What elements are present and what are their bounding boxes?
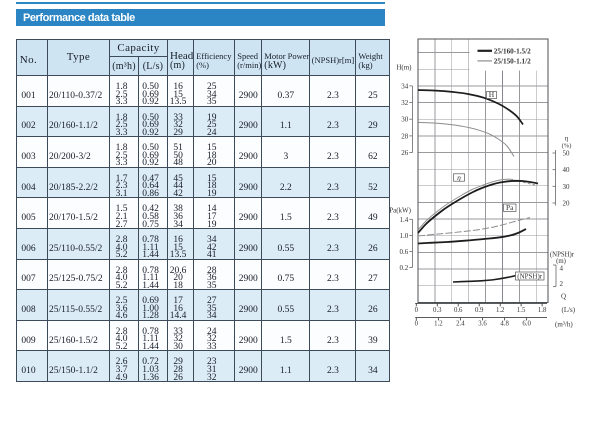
svg-text:32: 32 <box>401 99 409 107</box>
svg-text:3.6: 3.6 <box>478 321 487 328</box>
svg-text:H: H <box>489 90 495 99</box>
svg-text:2.4: 2.4 <box>456 321 465 328</box>
svg-text:(NPSH)r: (NPSH)r <box>517 272 543 280</box>
svg-text:(m): (m) <box>556 258 566 265</box>
svg-text:20: 20 <box>563 200 571 208</box>
svg-text:Pa(kW): Pa(kW) <box>389 207 411 215</box>
svg-text:0.6: 0.6 <box>454 307 463 314</box>
svg-text:Pa: Pa <box>506 203 514 212</box>
svg-text:34: 34 <box>401 82 409 90</box>
svg-text:1.4: 1.4 <box>400 216 409 224</box>
svg-text:Q: Q <box>561 293 566 301</box>
svg-text:26: 26 <box>401 149 409 157</box>
svg-text:(L/s): (L/s) <box>562 306 576 314</box>
svg-text:40: 40 <box>563 166 571 174</box>
svg-text:0.6: 0.6 <box>400 248 409 256</box>
svg-text:4: 4 <box>560 265 564 273</box>
svg-text:0.9: 0.9 <box>475 307 484 314</box>
svg-text:η: η <box>457 173 461 182</box>
svg-text:2: 2 <box>560 280 564 288</box>
svg-text:H(m): H(m) <box>396 64 412 72</box>
svg-text:25/160-1.5/2: 25/160-1.5/2 <box>494 47 531 55</box>
svg-text:1.8: 1.8 <box>538 307 547 314</box>
svg-text:50: 50 <box>563 150 571 158</box>
svg-text:4.8: 4.8 <box>500 321 509 328</box>
svg-text:0: 0 <box>415 307 419 314</box>
svg-text:0.3: 0.3 <box>433 307 442 314</box>
svg-text:(m³/h): (m³/h) <box>555 321 573 329</box>
svg-text:25/150-1.1/2: 25/150-1.1/2 <box>494 57 531 65</box>
svg-text:0.2: 0.2 <box>400 264 409 272</box>
svg-text:η: η <box>565 135 569 143</box>
svg-text:6.0: 6.0 <box>522 321 531 328</box>
svg-text:28: 28 <box>401 132 409 140</box>
svg-text:0: 0 <box>415 321 419 328</box>
svg-text:(NPSH)r: (NPSH)r <box>550 252 575 259</box>
svg-text:(%): (%) <box>562 143 572 150</box>
svg-text:30: 30 <box>563 183 571 191</box>
svg-text:1.5: 1.5 <box>517 307 526 314</box>
svg-text:1.2: 1.2 <box>496 307 505 314</box>
svg-text:30: 30 <box>401 116 409 124</box>
svg-text:1.0: 1.0 <box>400 232 409 240</box>
svg-text:1.2: 1.2 <box>434 321 443 328</box>
